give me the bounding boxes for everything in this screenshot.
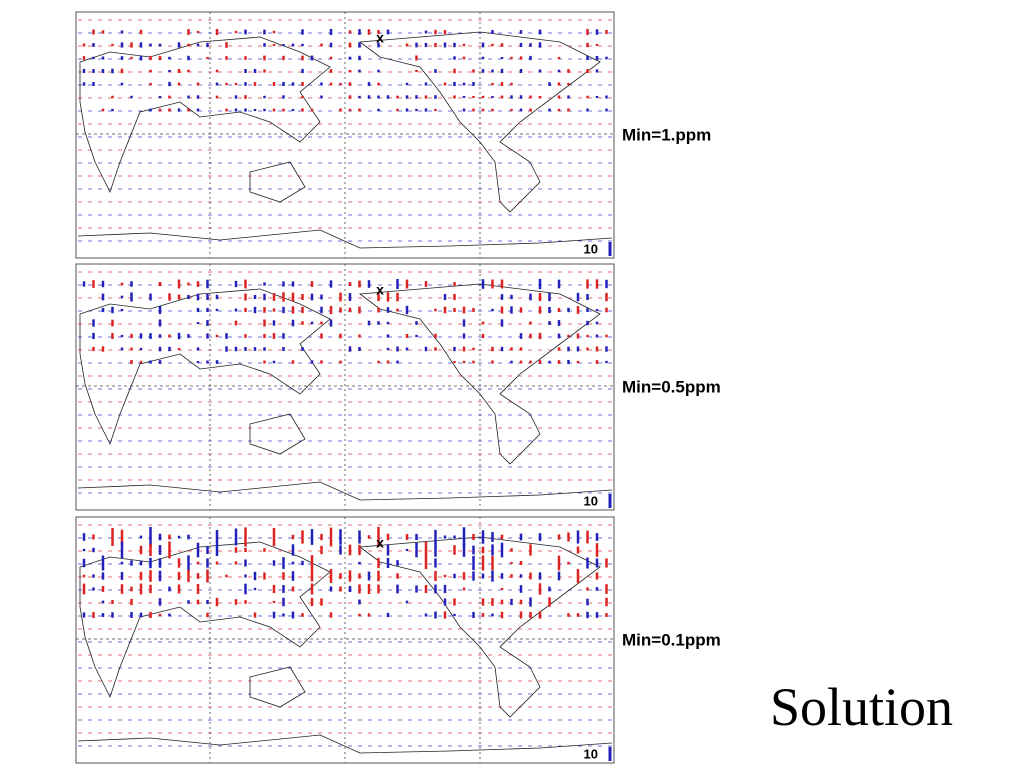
scale-label: 10	[584, 241, 598, 256]
coastline	[77, 229, 613, 249]
map-panel: x 10	[75, 263, 615, 511]
panel-label: Min=0.5ppm	[622, 377, 721, 396]
scale-label: 10	[584, 493, 598, 508]
panel-label: Min=0.1ppm	[622, 630, 721, 649]
scale-label: 10	[584, 746, 598, 761]
coastline	[249, 413, 306, 455]
coastline	[77, 734, 613, 754]
coastline	[79, 288, 331, 446]
map-panel: x 10	[75, 11, 615, 259]
panel-label: Min=1.ppm	[622, 125, 711, 144]
station-marker: x	[376, 30, 384, 46]
coastline	[358, 283, 601, 465]
slide-title: Solution	[770, 677, 953, 737]
coastline	[249, 161, 306, 203]
map-panel: x 10	[75, 516, 615, 764]
coastline	[77, 481, 613, 501]
coastline	[249, 666, 306, 708]
coastline	[358, 31, 601, 213]
station-marker: x	[376, 535, 384, 551]
coastline	[358, 536, 601, 718]
coastline	[79, 36, 331, 194]
coastline	[79, 541, 331, 699]
station-marker: x	[376, 282, 384, 298]
